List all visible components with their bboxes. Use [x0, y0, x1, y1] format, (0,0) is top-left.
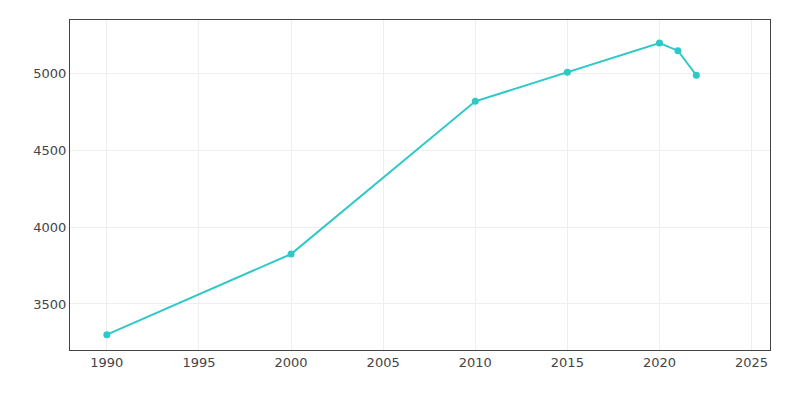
svg-text:2000: 2000	[275, 355, 308, 370]
svg-text:2010: 2010	[459, 355, 492, 370]
svg-text:2025: 2025	[735, 355, 768, 370]
svg-text:2015: 2015	[551, 355, 584, 370]
svg-text:1995: 1995	[182, 355, 215, 370]
svg-text:4500: 4500	[33, 143, 66, 158]
svg-text:3500: 3500	[33, 297, 66, 312]
svg-text:5000: 5000	[33, 66, 66, 81]
svg-text:2020: 2020	[643, 355, 676, 370]
svg-text:2005: 2005	[367, 355, 400, 370]
svg-text:4000: 4000	[33, 220, 66, 235]
svg-text:1990: 1990	[90, 355, 123, 370]
